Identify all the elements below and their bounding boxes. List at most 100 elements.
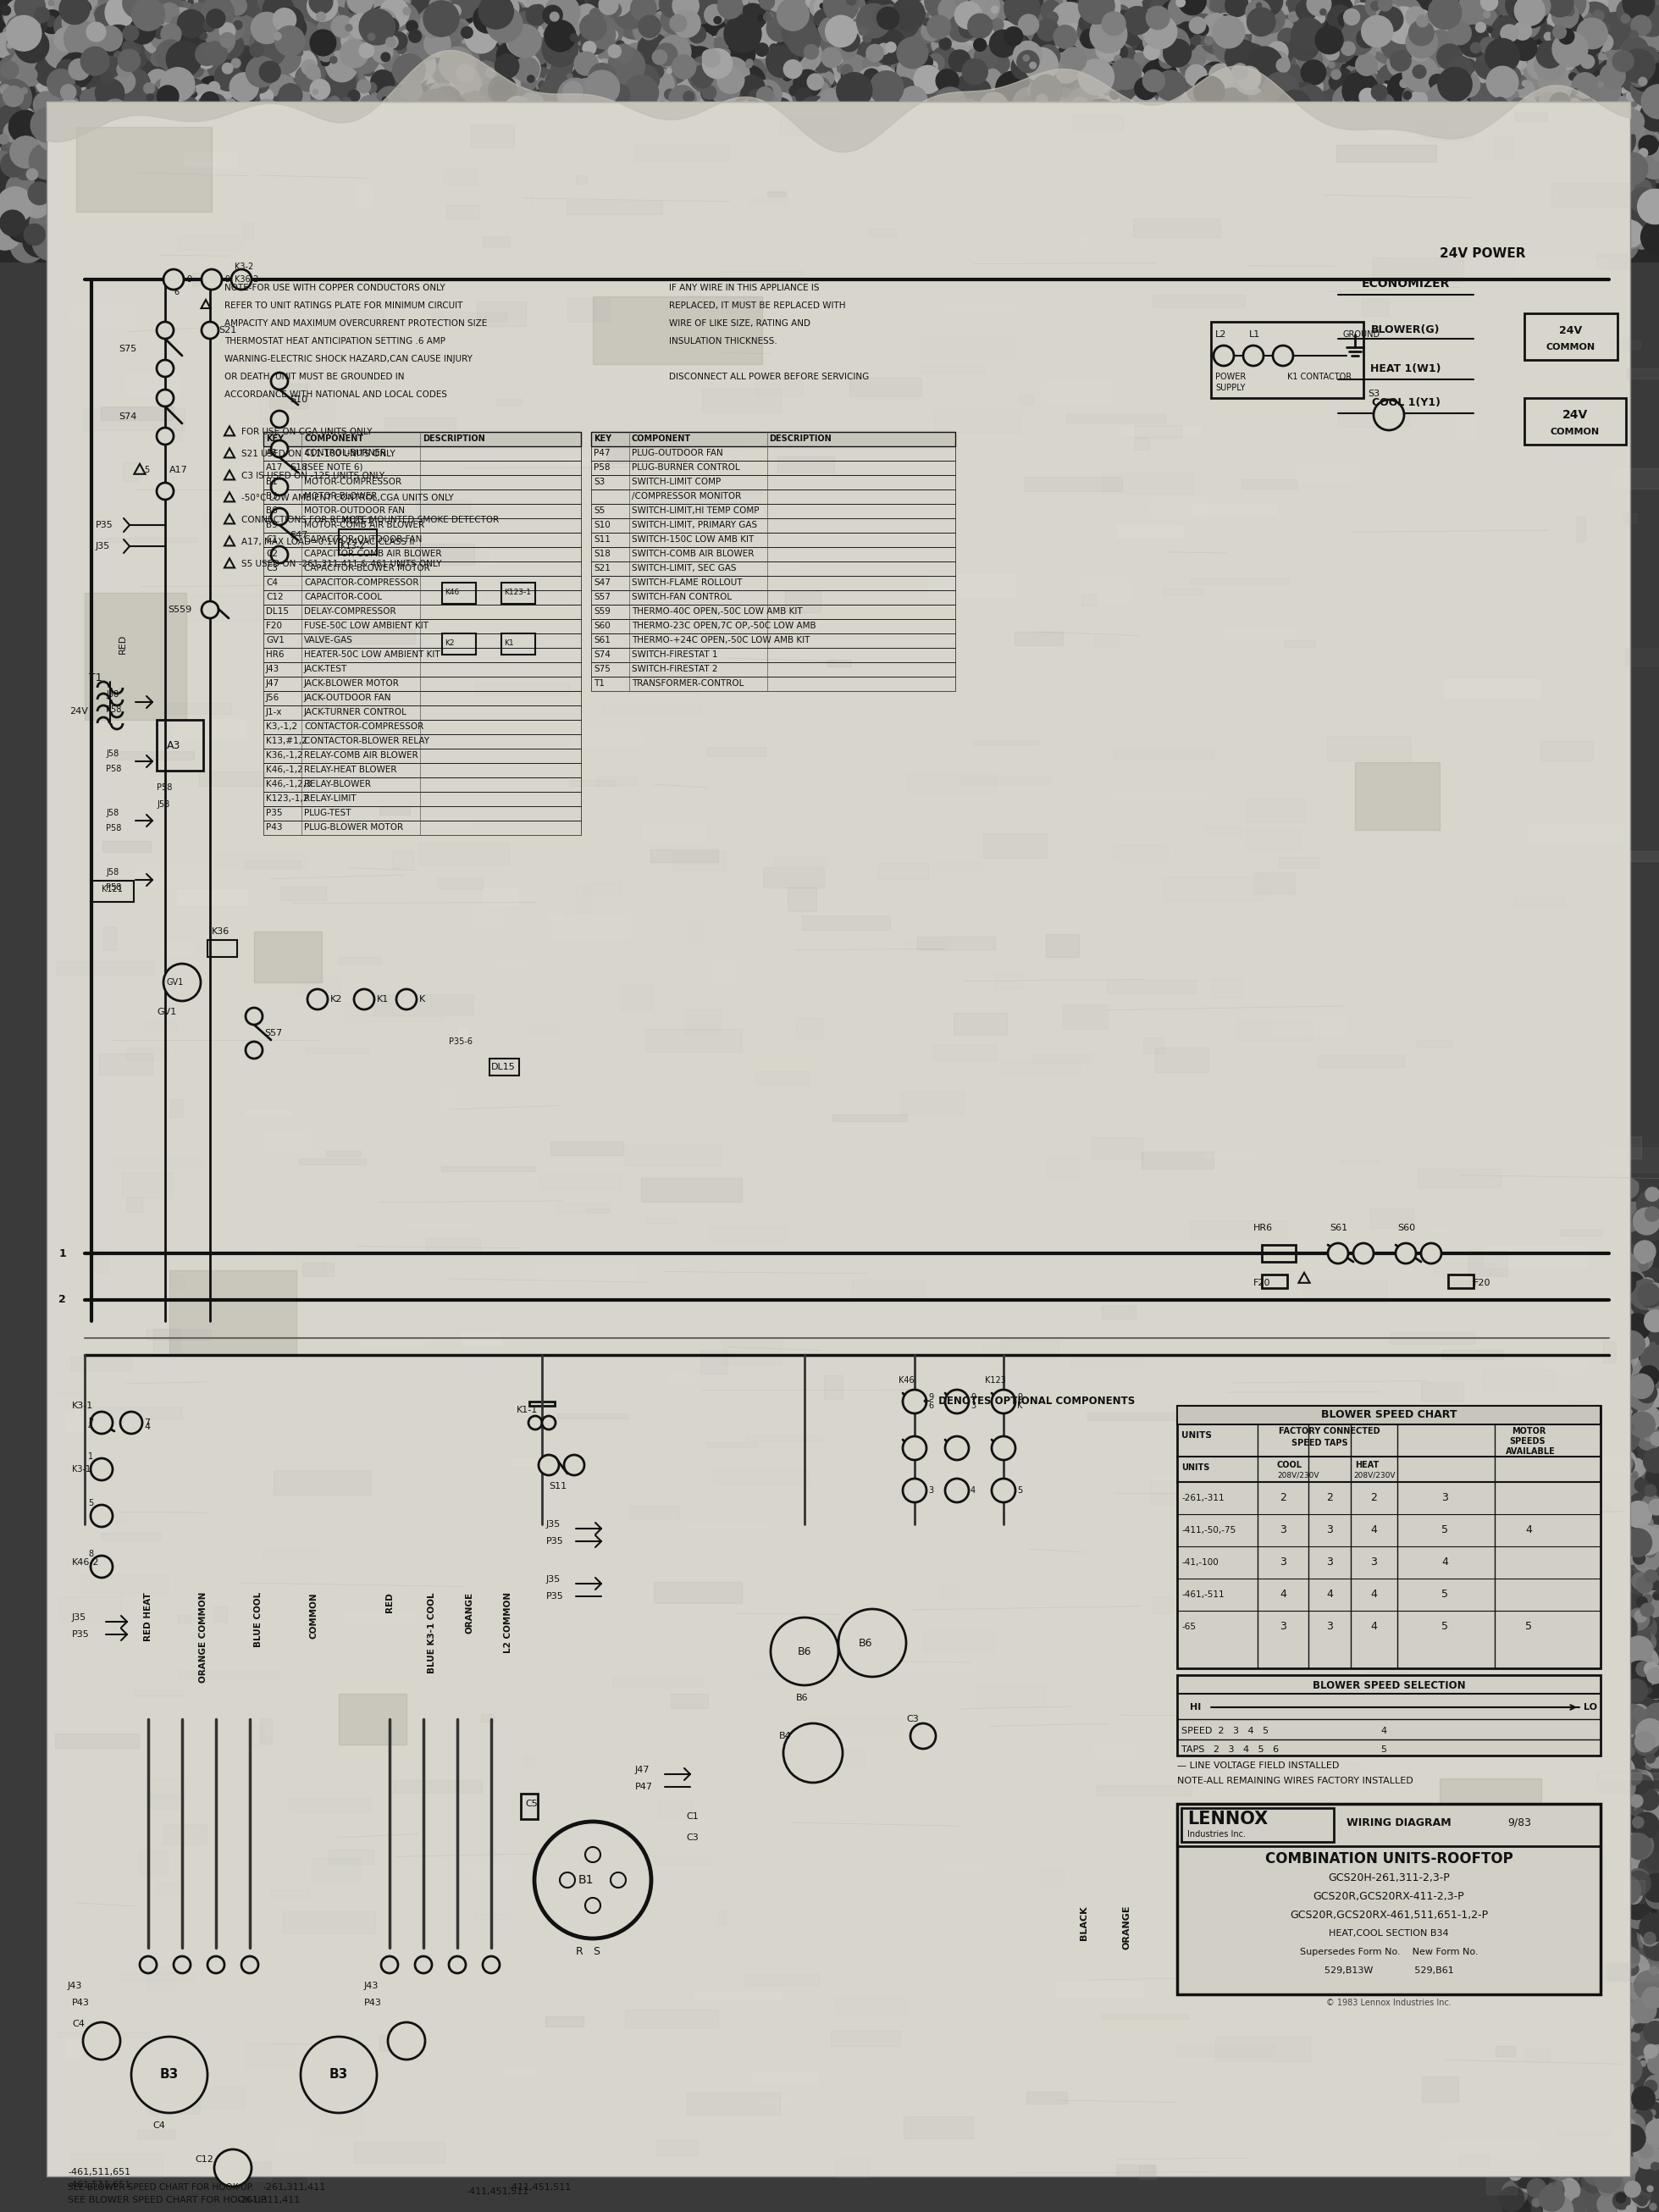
Circle shape [655,234,672,250]
Circle shape [1374,164,1404,192]
Circle shape [1088,2,1105,20]
Circle shape [1619,1378,1639,1398]
Circle shape [1269,113,1289,133]
Circle shape [748,148,771,173]
Circle shape [647,69,682,104]
Circle shape [126,192,148,215]
Circle shape [499,20,504,27]
Circle shape [1072,137,1093,157]
Circle shape [1166,199,1198,230]
Circle shape [594,0,629,29]
Circle shape [1078,192,1115,228]
Circle shape [876,0,902,24]
Circle shape [1286,204,1304,223]
Circle shape [119,104,141,126]
Circle shape [680,184,687,190]
Circle shape [1596,117,1626,146]
Circle shape [1095,159,1112,177]
Circle shape [1520,1562,1543,1584]
Circle shape [71,204,101,234]
Circle shape [1568,1540,1574,1546]
Circle shape [377,86,403,113]
Circle shape [1000,201,1032,232]
Circle shape [1573,1717,1583,1725]
Circle shape [1540,91,1546,97]
Circle shape [1062,46,1087,73]
Circle shape [408,31,421,42]
Circle shape [27,119,58,150]
Circle shape [1574,2039,1599,2064]
Circle shape [315,44,320,49]
Circle shape [504,186,538,217]
Circle shape [1553,1637,1561,1646]
Circle shape [1594,2130,1616,2152]
Circle shape [436,95,445,102]
Circle shape [1576,2099,1598,2119]
Circle shape [1518,1588,1526,1595]
Circle shape [378,133,385,139]
Circle shape [1229,135,1246,150]
Circle shape [1521,2181,1533,2192]
Circle shape [1578,2,1611,35]
Circle shape [848,234,859,248]
Circle shape [1185,55,1193,64]
Bar [169,1270,297,1356]
Circle shape [100,184,136,219]
Circle shape [1380,38,1397,55]
Circle shape [176,146,187,157]
Circle shape [1463,124,1481,142]
Circle shape [425,184,453,212]
Circle shape [1613,2115,1634,2135]
Circle shape [1541,2095,1566,2119]
Circle shape [1095,97,1112,113]
Circle shape [1226,144,1259,177]
Circle shape [1550,1486,1573,1511]
Circle shape [1591,1770,1609,1787]
Circle shape [811,226,816,232]
Text: B6: B6 [265,507,277,515]
Circle shape [1523,1940,1541,1958]
Circle shape [1588,2064,1613,2088]
Bar [669,675,766,697]
Circle shape [1201,0,1216,13]
Circle shape [176,15,207,46]
Circle shape [1390,29,1408,46]
Bar [471,905,503,929]
Circle shape [0,153,25,177]
Text: BLACK: BLACK [1080,1905,1088,1940]
Circle shape [1307,0,1331,15]
Circle shape [1619,1801,1624,1807]
Bar [917,936,995,949]
Circle shape [75,24,105,53]
Circle shape [274,27,309,62]
Circle shape [501,155,536,188]
Circle shape [206,0,227,15]
Circle shape [836,173,843,179]
Circle shape [173,2,196,24]
Circle shape [1302,108,1314,119]
Circle shape [1608,1352,1619,1363]
Circle shape [1528,226,1540,237]
Circle shape [98,27,123,51]
Circle shape [851,195,858,201]
Bar [264,518,581,533]
Bar [275,2130,310,2152]
Circle shape [733,82,755,102]
Circle shape [693,137,725,168]
Circle shape [642,168,679,204]
Circle shape [1568,1973,1596,2002]
Circle shape [1269,53,1299,84]
Circle shape [1598,1447,1604,1451]
Circle shape [1627,219,1634,226]
Circle shape [484,88,498,104]
Circle shape [556,197,591,232]
Circle shape [1619,1239,1631,1250]
Circle shape [692,219,718,248]
Circle shape [816,66,833,84]
Circle shape [493,0,519,22]
Circle shape [1603,46,1609,53]
Circle shape [1042,221,1070,248]
Circle shape [1024,108,1045,131]
Circle shape [1480,7,1503,31]
Circle shape [942,217,959,234]
